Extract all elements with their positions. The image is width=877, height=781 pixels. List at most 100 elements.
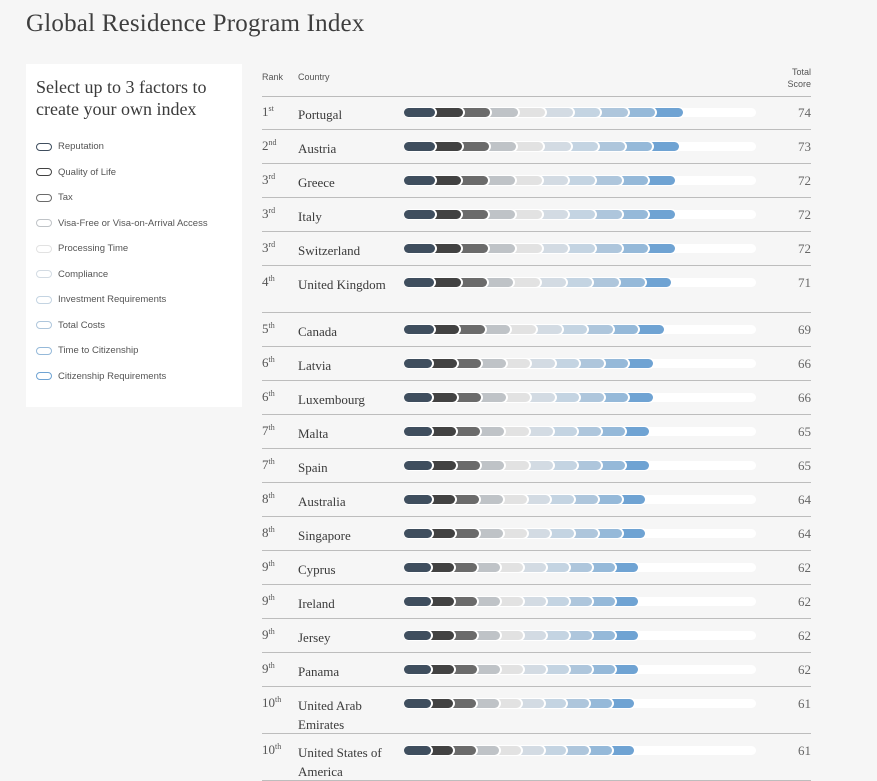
score-bar-segment — [452, 393, 482, 402]
total-score: 62 — [798, 628, 811, 643]
score-bar-segment — [542, 563, 570, 572]
score-bar-segment — [596, 108, 628, 117]
rank-cell: 6th — [262, 355, 275, 371]
rank-suffix: th — [268, 457, 275, 466]
rank-suffix: th — [268, 491, 275, 500]
factor-toggle-icon[interactable] — [36, 142, 52, 151]
country-name: Spain — [298, 460, 328, 475]
table-row[interactable]: 10th United States of America 61 — [262, 734, 811, 781]
factor-toggle-icon[interactable] — [36, 372, 52, 381]
factor-toggle-icon[interactable] — [36, 321, 52, 330]
table-row[interactable]: 2nd Austria 73 — [262, 130, 811, 164]
factor-toggle-icon[interactable] — [36, 219, 52, 228]
country-name: Cyprus — [298, 562, 336, 577]
rank-suffix: th — [268, 389, 275, 398]
factor-label: Time to Citizenship — [58, 345, 139, 357]
table-row[interactable]: 3rd Switzerland 72 — [262, 232, 811, 266]
rank-column-header: Rank — [262, 72, 284, 82]
score-bar-segment — [624, 359, 653, 368]
score-bar-segment — [471, 746, 499, 755]
table-row[interactable]: 5th Canada 69 — [262, 313, 811, 347]
factor-option-time-to-citizenship[interactable]: Time to Citizenship — [36, 338, 242, 364]
score-bar-segment — [427, 495, 456, 504]
score-bar-segment — [611, 665, 639, 674]
country-name: Latvia — [298, 358, 332, 373]
score-bar-segment — [449, 699, 476, 708]
score-bar-segment — [500, 461, 529, 470]
score-bar-segment — [404, 699, 431, 708]
table-row[interactable]: 4th United Kingdom 71 — [262, 266, 811, 313]
table-row[interactable]: 9th Cyprus 62 — [262, 551, 811, 585]
score-bar-segment — [498, 495, 527, 504]
score-bar-segment — [541, 108, 573, 117]
score-bar-segment — [404, 244, 435, 253]
table-row[interactable]: 6th Latvia 66 — [262, 347, 811, 381]
score-bar — [404, 210, 756, 219]
factor-option-processing-time[interactable]: Processing Time — [36, 236, 242, 262]
score-bar-segment — [565, 631, 593, 640]
rank-number: 8 — [262, 491, 269, 506]
factor-option-investment-requirements[interactable]: Investment Requirements — [36, 287, 242, 313]
score-bar-segment — [542, 631, 570, 640]
score-bar-segment — [572, 427, 601, 436]
score-bar-segment — [500, 427, 529, 436]
factor-option-total-costs[interactable]: Total Costs — [36, 313, 242, 339]
table-row[interactable]: 7th Spain 65 — [262, 449, 811, 483]
factor-option-citizenship-requirements[interactable]: Citizenship Requirements — [36, 364, 242, 390]
factor-option-tax[interactable]: Tax — [36, 185, 242, 211]
country-name: Portugal — [298, 107, 343, 122]
score-bar-segment — [506, 325, 536, 334]
score-bar-segment — [562, 699, 590, 708]
score-bar-segment — [537, 244, 569, 253]
factor-option-reputation[interactable]: Reputation — [36, 134, 242, 160]
country-name: Australia — [298, 494, 346, 509]
factor-option-compliance[interactable]: Compliance — [36, 262, 242, 288]
table-row[interactable]: 1st Portugal 74 — [262, 96, 811, 130]
rank-number: 9 — [262, 661, 269, 676]
score-bar-segment — [473, 665, 500, 674]
score-bar-segment — [509, 278, 540, 287]
table-row[interactable]: 9th Panama 62 — [262, 653, 811, 687]
score-bar-segment — [427, 529, 456, 538]
table-row[interactable]: 8th Australia 64 — [262, 483, 811, 517]
rank-cell: 9th — [262, 661, 275, 677]
factor-toggle-icon[interactable] — [36, 168, 52, 177]
table-row[interactable]: 6th Luxembourg 66 — [262, 381, 811, 415]
score-bar-segment — [526, 359, 555, 368]
factor-toggle-icon[interactable] — [36, 244, 52, 253]
table-row[interactable]: 10th United Arab Emirates 61 — [262, 687, 811, 734]
score-bar-segment — [562, 746, 590, 755]
rank-cell: 8th — [262, 525, 275, 541]
table-row[interactable]: 9th Jersey 62 — [262, 619, 811, 653]
ranking-table: 1st Portugal 74 2nd Austria 73 3rd Greece 72 3rd I… — [262, 96, 811, 781]
score-bar-segment — [404, 325, 434, 334]
factor-toggle-icon[interactable] — [36, 295, 52, 304]
rank-cell: 10th — [262, 742, 281, 758]
score-bar — [404, 393, 756, 402]
score-bar-segment — [457, 176, 489, 185]
table-row[interactable]: 9th Ireland 62 — [262, 585, 811, 619]
total-score: 72 — [798, 241, 811, 256]
score-bar-segment — [519, 563, 547, 572]
table-row[interactable]: 8th Singapore 64 — [262, 517, 811, 551]
factor-toggle-icon[interactable] — [36, 270, 52, 279]
factor-option-quality-of-life[interactable]: Quality of Life — [36, 160, 242, 186]
score-bar-segment — [458, 108, 491, 117]
rank-suffix: rd — [268, 240, 276, 249]
score-bar-segment — [404, 393, 433, 402]
factor-toggle-icon[interactable] — [36, 193, 52, 202]
score-bar-segment — [588, 631, 616, 640]
table-row[interactable]: 7th Malta 65 — [262, 415, 811, 449]
score-bar — [404, 359, 756, 368]
page-title: Global Residence Program Index — [26, 10, 365, 37]
table-row[interactable]: 3rd Italy 72 — [262, 198, 811, 232]
factor-toggle-icon[interactable] — [36, 346, 52, 355]
table-row[interactable]: 3rd Greece 72 — [262, 164, 811, 198]
score-bar-segment — [457, 210, 489, 219]
score-bar-segment — [476, 461, 505, 470]
rank-suffix: th — [268, 321, 275, 330]
factor-option-visa-free-or-visa-on-arrival-access[interactable]: Visa-Free or Visa-on-Arrival Access — [36, 211, 242, 237]
score-bar — [404, 529, 756, 538]
score-bar-segment — [572, 461, 601, 470]
score-bar-segment — [404, 746, 431, 755]
